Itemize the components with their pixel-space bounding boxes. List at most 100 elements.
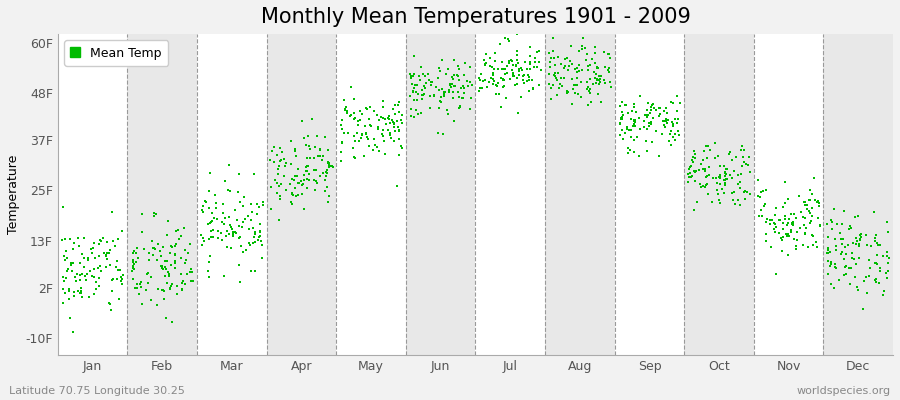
Point xyxy=(719,171,733,177)
Point xyxy=(292,192,306,198)
Point xyxy=(551,70,565,76)
Point xyxy=(436,131,450,137)
Point xyxy=(97,250,112,256)
Point xyxy=(210,215,224,222)
Point xyxy=(593,76,608,82)
Point xyxy=(496,77,510,84)
Point xyxy=(384,117,399,123)
Point xyxy=(621,145,635,151)
Point xyxy=(476,56,491,63)
Point xyxy=(446,95,460,101)
Point xyxy=(378,121,392,128)
Point xyxy=(664,142,679,148)
Point xyxy=(870,252,885,258)
Point xyxy=(854,231,868,238)
Point xyxy=(589,70,603,77)
Point xyxy=(618,102,633,108)
Point xyxy=(878,270,893,276)
Point xyxy=(392,109,406,115)
Point xyxy=(829,246,843,253)
Point xyxy=(124,268,139,274)
Point xyxy=(297,176,311,183)
Point xyxy=(454,104,468,110)
Point xyxy=(130,245,144,251)
Point xyxy=(255,255,269,262)
Point xyxy=(787,236,801,242)
Point xyxy=(72,290,86,296)
Point xyxy=(565,76,580,83)
Point xyxy=(270,180,284,186)
Point xyxy=(488,58,502,64)
Point xyxy=(628,117,643,123)
Point xyxy=(570,68,584,75)
Point xyxy=(319,172,333,179)
Point xyxy=(862,273,877,280)
Point xyxy=(785,220,799,226)
Point xyxy=(60,268,75,274)
Point xyxy=(627,148,642,155)
Point xyxy=(495,58,509,65)
Point xyxy=(522,74,536,81)
Point xyxy=(347,133,362,139)
Point xyxy=(754,207,769,213)
Point xyxy=(206,227,220,233)
Point xyxy=(812,203,826,209)
Point xyxy=(571,75,585,81)
Point xyxy=(441,88,455,95)
Point xyxy=(546,72,561,78)
Point xyxy=(150,257,165,264)
Point xyxy=(780,252,795,258)
Point xyxy=(880,219,895,226)
Point xyxy=(554,74,569,81)
Point xyxy=(326,164,340,170)
Point xyxy=(103,247,117,254)
Point xyxy=(98,252,112,258)
Point xyxy=(102,299,116,306)
Point xyxy=(62,286,77,292)
Point xyxy=(386,120,400,126)
Point xyxy=(87,239,102,246)
Point xyxy=(564,60,579,67)
Point xyxy=(601,68,616,75)
Point xyxy=(232,279,247,285)
Point xyxy=(220,244,234,250)
Point xyxy=(296,206,310,212)
Point xyxy=(659,116,673,122)
Point xyxy=(370,144,384,150)
Point xyxy=(58,248,73,254)
Point xyxy=(852,243,867,250)
Point xyxy=(320,158,335,165)
Point xyxy=(492,91,507,97)
Point xyxy=(382,116,397,122)
Point xyxy=(233,234,248,240)
Point xyxy=(73,260,87,266)
Point xyxy=(763,244,778,250)
Point xyxy=(554,61,568,68)
Point xyxy=(66,246,80,252)
Point xyxy=(423,93,437,99)
Point xyxy=(646,115,661,122)
Point xyxy=(432,87,446,93)
Point xyxy=(372,117,386,124)
Point xyxy=(881,268,896,274)
Point xyxy=(649,107,663,114)
Point xyxy=(404,74,419,81)
Point xyxy=(499,95,513,102)
Point xyxy=(852,232,867,238)
Point xyxy=(567,66,581,72)
Point xyxy=(364,122,378,128)
Point xyxy=(574,43,589,49)
Point xyxy=(301,168,315,174)
Point xyxy=(161,269,176,275)
Point xyxy=(699,155,714,162)
Point xyxy=(633,126,647,132)
Point xyxy=(710,187,724,193)
Point xyxy=(800,206,814,212)
Point xyxy=(796,198,811,205)
Point xyxy=(798,215,813,221)
Point xyxy=(278,187,293,194)
Point xyxy=(415,92,429,98)
Point xyxy=(448,82,463,89)
Point xyxy=(204,228,219,234)
Point xyxy=(757,202,771,209)
